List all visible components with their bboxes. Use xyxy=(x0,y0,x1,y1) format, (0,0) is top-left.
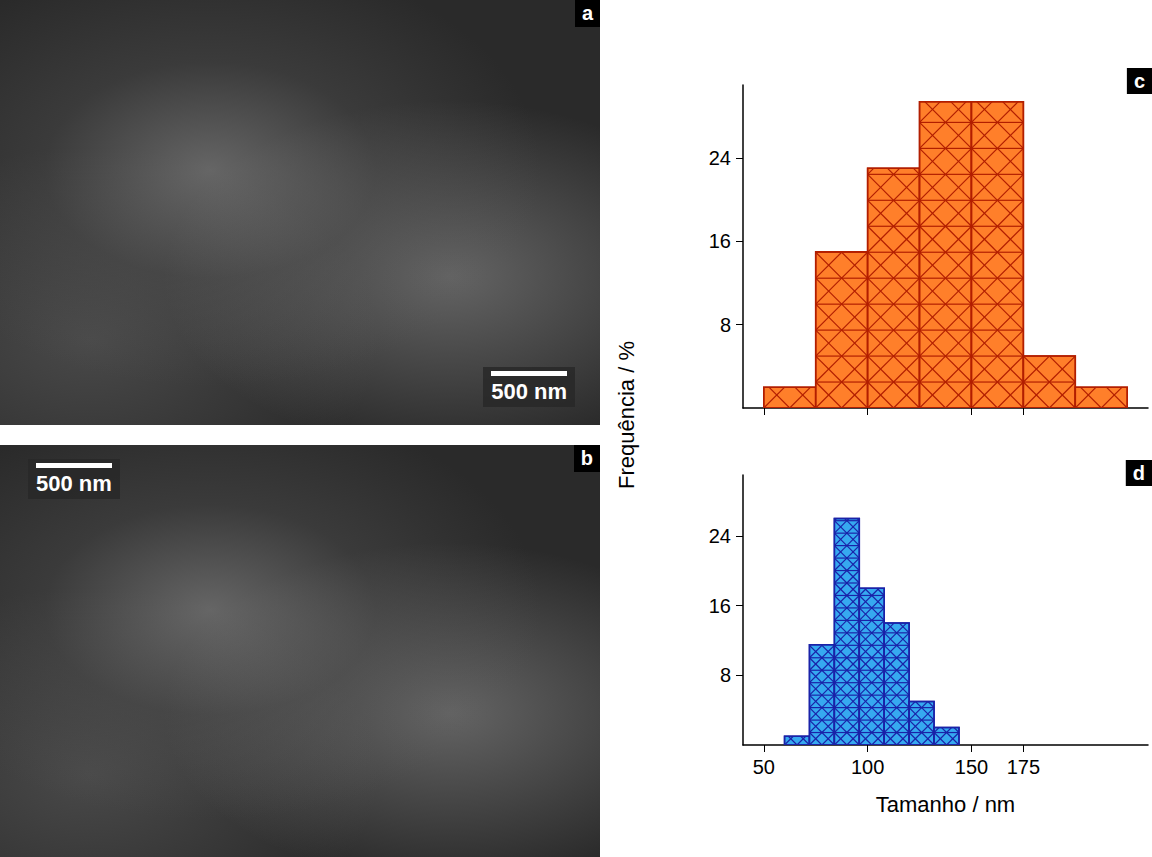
svg-text:16: 16 xyxy=(709,595,731,617)
svg-text:8: 8 xyxy=(720,664,731,686)
html-text:500 nm: 500 nm xyxy=(36,471,112,496)
svg-text:150: 150 xyxy=(955,756,988,778)
svg-text:24: 24 xyxy=(709,147,731,169)
svg-text:Tamanho / nm: Tamanho / nm xyxy=(876,792,1015,817)
svg-text:16: 16 xyxy=(709,230,731,252)
svg-text:175: 175 xyxy=(1007,756,1040,778)
svg-text:d: d xyxy=(1133,462,1145,484)
svg-text:8: 8 xyxy=(720,314,731,336)
html-text:500 nm: 500 nm xyxy=(491,379,567,404)
html-text:b: b xyxy=(580,447,593,469)
html-text:a: a xyxy=(581,2,593,24)
svg-text:Frequência / %: Frequência / % xyxy=(614,341,639,489)
svg-text:c: c xyxy=(1134,70,1145,92)
svg-text:50: 50 xyxy=(753,756,775,778)
svg-text:24: 24 xyxy=(709,525,731,547)
svg-text:100: 100 xyxy=(851,756,884,778)
